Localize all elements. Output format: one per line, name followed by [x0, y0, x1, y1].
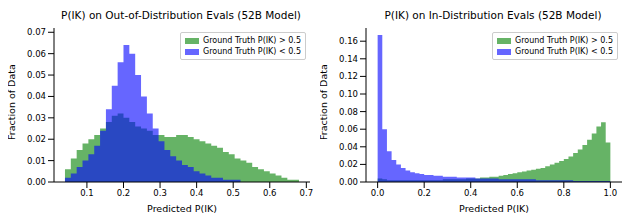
svg-text:Predicted P(IK): Predicted P(IK)	[459, 203, 529, 214]
svg-text:0.8: 0.8	[557, 188, 571, 198]
svg-text:0.06: 0.06	[339, 124, 358, 134]
svg-text:0.04: 0.04	[339, 142, 358, 152]
svg-text:0.7: 0.7	[300, 188, 314, 198]
svg-text:0.00: 0.00	[27, 177, 46, 187]
html-text:Ground Truth P(IK) > 0.5: Ground Truth P(IK) > 0.5	[203, 36, 301, 45]
svg-text:0.04: 0.04	[27, 91, 46, 101]
svg-text:0.4: 0.4	[190, 188, 204, 198]
svg-text:0.2: 0.2	[417, 188, 431, 198]
svg-text:0.05: 0.05	[27, 70, 46, 80]
svg-text:0.08: 0.08	[339, 107, 358, 117]
svg-text:Fraction of Data: Fraction of Data	[8, 64, 17, 140]
svg-text:0.1: 0.1	[80, 188, 94, 198]
html-text:P(IK) on Out-of-Distribution E: P(IK) on Out-of-Distribution Evals (52B …	[61, 9, 301, 21]
svg-text:0.5: 0.5	[226, 188, 240, 198]
svg-text:0.12: 0.12	[339, 71, 358, 81]
svg-text:Fraction of Data: Fraction of Data	[320, 64, 329, 140]
svg-text:0.3: 0.3	[153, 188, 167, 198]
svg-text:0.6: 0.6	[263, 188, 277, 198]
html-text:Ground Truth P(IK) < 0.5: Ground Truth P(IK) < 0.5	[515, 47, 613, 56]
svg-text:0.6: 0.6	[511, 188, 525, 198]
svg-text:0.14: 0.14	[339, 54, 358, 64]
svg-text:0.07: 0.07	[27, 27, 46, 37]
svg-text:0.02: 0.02	[27, 134, 46, 144]
svg-text:0.01: 0.01	[27, 156, 46, 166]
svg-text:0.16: 0.16	[339, 36, 358, 46]
svg-text:Predicted P(IK): Predicted P(IK)	[147, 203, 217, 214]
html-text:Ground Truth P(IK) > 0.5: Ground Truth P(IK) > 0.5	[515, 36, 613, 45]
svg-text:0.10: 0.10	[339, 89, 358, 99]
html-text:Ground Truth P(IK) < 0.5: Ground Truth P(IK) < 0.5	[203, 47, 301, 56]
svg-text:1.0: 1.0	[604, 188, 618, 198]
svg-text:0.2: 0.2	[117, 188, 131, 198]
svg-text:0.02: 0.02	[339, 159, 358, 169]
svg-text:0.06: 0.06	[27, 49, 46, 59]
svg-text:0.00: 0.00	[339, 177, 358, 187]
html-text:P(IK) on In-Distribution Evals: P(IK) on In-Distribution Evals (52B Mode…	[384, 9, 602, 21]
svg-text:0.03: 0.03	[27, 113, 46, 123]
svg-text:0.4: 0.4	[464, 188, 478, 198]
svg-text:0.0: 0.0	[371, 188, 385, 198]
